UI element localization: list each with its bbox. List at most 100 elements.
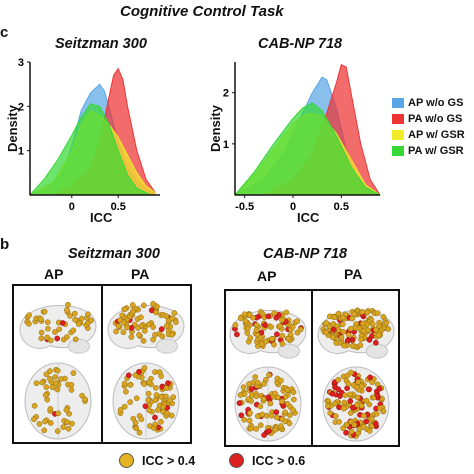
node-icc xyxy=(283,309,290,316)
node-icc xyxy=(290,407,296,413)
node-icc-high xyxy=(274,331,280,338)
node-icc xyxy=(65,301,71,308)
node-icc xyxy=(47,337,54,344)
node-icc xyxy=(42,392,49,398)
node-icc xyxy=(42,418,48,425)
x-tick-label: 0.5 xyxy=(334,201,349,213)
node-icc xyxy=(70,327,77,334)
node-icc-high xyxy=(363,418,370,425)
node-icc xyxy=(154,303,160,310)
legend-swatch xyxy=(392,146,404,156)
node-icc xyxy=(353,384,360,391)
node-icc xyxy=(284,386,291,393)
node-icc xyxy=(135,325,141,331)
node-icc xyxy=(294,318,301,324)
node-icc xyxy=(261,380,267,387)
node-icc xyxy=(375,332,382,339)
node-icc xyxy=(380,408,387,415)
node-icc xyxy=(342,392,349,399)
node-icc xyxy=(327,410,334,416)
cerebellum-shape xyxy=(155,338,179,354)
y-tick-label: 3 xyxy=(18,57,24,69)
node-icc-high xyxy=(343,429,349,436)
node-icc xyxy=(150,300,156,307)
chart-1-svg: 1 2 3 0 0.5 xyxy=(18,57,160,213)
node-icc xyxy=(54,386,61,393)
node-icc xyxy=(47,368,53,374)
node-icc xyxy=(340,405,347,412)
node-icc xyxy=(282,409,289,416)
node-icc-high xyxy=(165,380,171,386)
legend-label: AP w/o GS xyxy=(408,97,464,109)
node-icc-high xyxy=(262,322,268,328)
node-icc xyxy=(47,406,54,412)
cerebellum-shape xyxy=(365,343,389,359)
node-icc xyxy=(253,426,260,432)
node-icc xyxy=(136,429,143,436)
node-icc xyxy=(152,369,158,375)
node-icc xyxy=(68,387,75,393)
node-icc xyxy=(145,397,152,404)
node-icc-high xyxy=(248,386,255,392)
node-icc xyxy=(247,410,253,416)
node-icc xyxy=(242,318,249,324)
node-icc xyxy=(267,400,274,407)
node-icc xyxy=(158,394,165,400)
node-icc xyxy=(297,326,304,333)
node-icc xyxy=(72,316,78,323)
node-icc xyxy=(354,401,360,408)
node-icc xyxy=(358,336,364,343)
brain-renders-cabnp xyxy=(229,307,395,442)
node-icc xyxy=(363,397,370,404)
node-icc xyxy=(153,392,160,398)
node-icc xyxy=(52,329,58,335)
brain-label-pa-2: PA xyxy=(344,266,363,282)
node-icc xyxy=(253,327,260,333)
node-icc-high xyxy=(367,374,373,381)
node-icc xyxy=(279,317,285,324)
node-icc-high xyxy=(152,414,158,421)
node-icc xyxy=(169,331,175,338)
node-icc xyxy=(246,417,253,424)
node-icc xyxy=(257,422,264,429)
node-icc xyxy=(64,419,71,425)
legend-item-pa-w-gsr: PA w/ GSR xyxy=(392,143,465,159)
node-icc xyxy=(41,308,48,315)
dot-legend-label: ICC > 0.4 xyxy=(142,453,196,468)
node-icc xyxy=(120,319,127,326)
node-icc-high xyxy=(372,420,379,427)
red-dot-icon xyxy=(229,453,244,468)
node-icc xyxy=(173,319,179,326)
brain-axial xyxy=(322,366,390,442)
node-icc-high xyxy=(59,320,66,326)
cerebellum-shape xyxy=(67,338,91,354)
node-icc xyxy=(66,410,72,417)
node-icc xyxy=(152,385,159,391)
node-icc xyxy=(68,382,75,388)
node-icc xyxy=(254,379,261,386)
node-icc xyxy=(244,325,251,332)
node-icc xyxy=(140,338,147,344)
node-icc xyxy=(127,382,134,388)
node-icc-high xyxy=(158,326,165,332)
node-icc xyxy=(52,374,59,380)
node-icc xyxy=(338,334,345,341)
node-icc xyxy=(330,321,337,327)
node-icc xyxy=(52,380,59,387)
node-icc xyxy=(146,321,152,328)
brain-sagittal xyxy=(19,301,97,354)
node-icc xyxy=(156,369,163,375)
node-icc xyxy=(132,419,139,426)
node-icc xyxy=(347,391,354,398)
node-icc xyxy=(133,425,140,432)
brain-group-2-title: CAB-NP 718 xyxy=(263,246,348,262)
node-icc xyxy=(290,389,297,395)
node-icc xyxy=(323,320,330,326)
x-tick-label: 0 xyxy=(69,201,75,213)
node-icc xyxy=(336,418,342,425)
node-icc xyxy=(145,390,152,397)
brain-sagittal xyxy=(107,300,185,354)
node-icc xyxy=(43,371,50,378)
node-icc xyxy=(36,421,43,427)
node-icc xyxy=(279,332,286,339)
